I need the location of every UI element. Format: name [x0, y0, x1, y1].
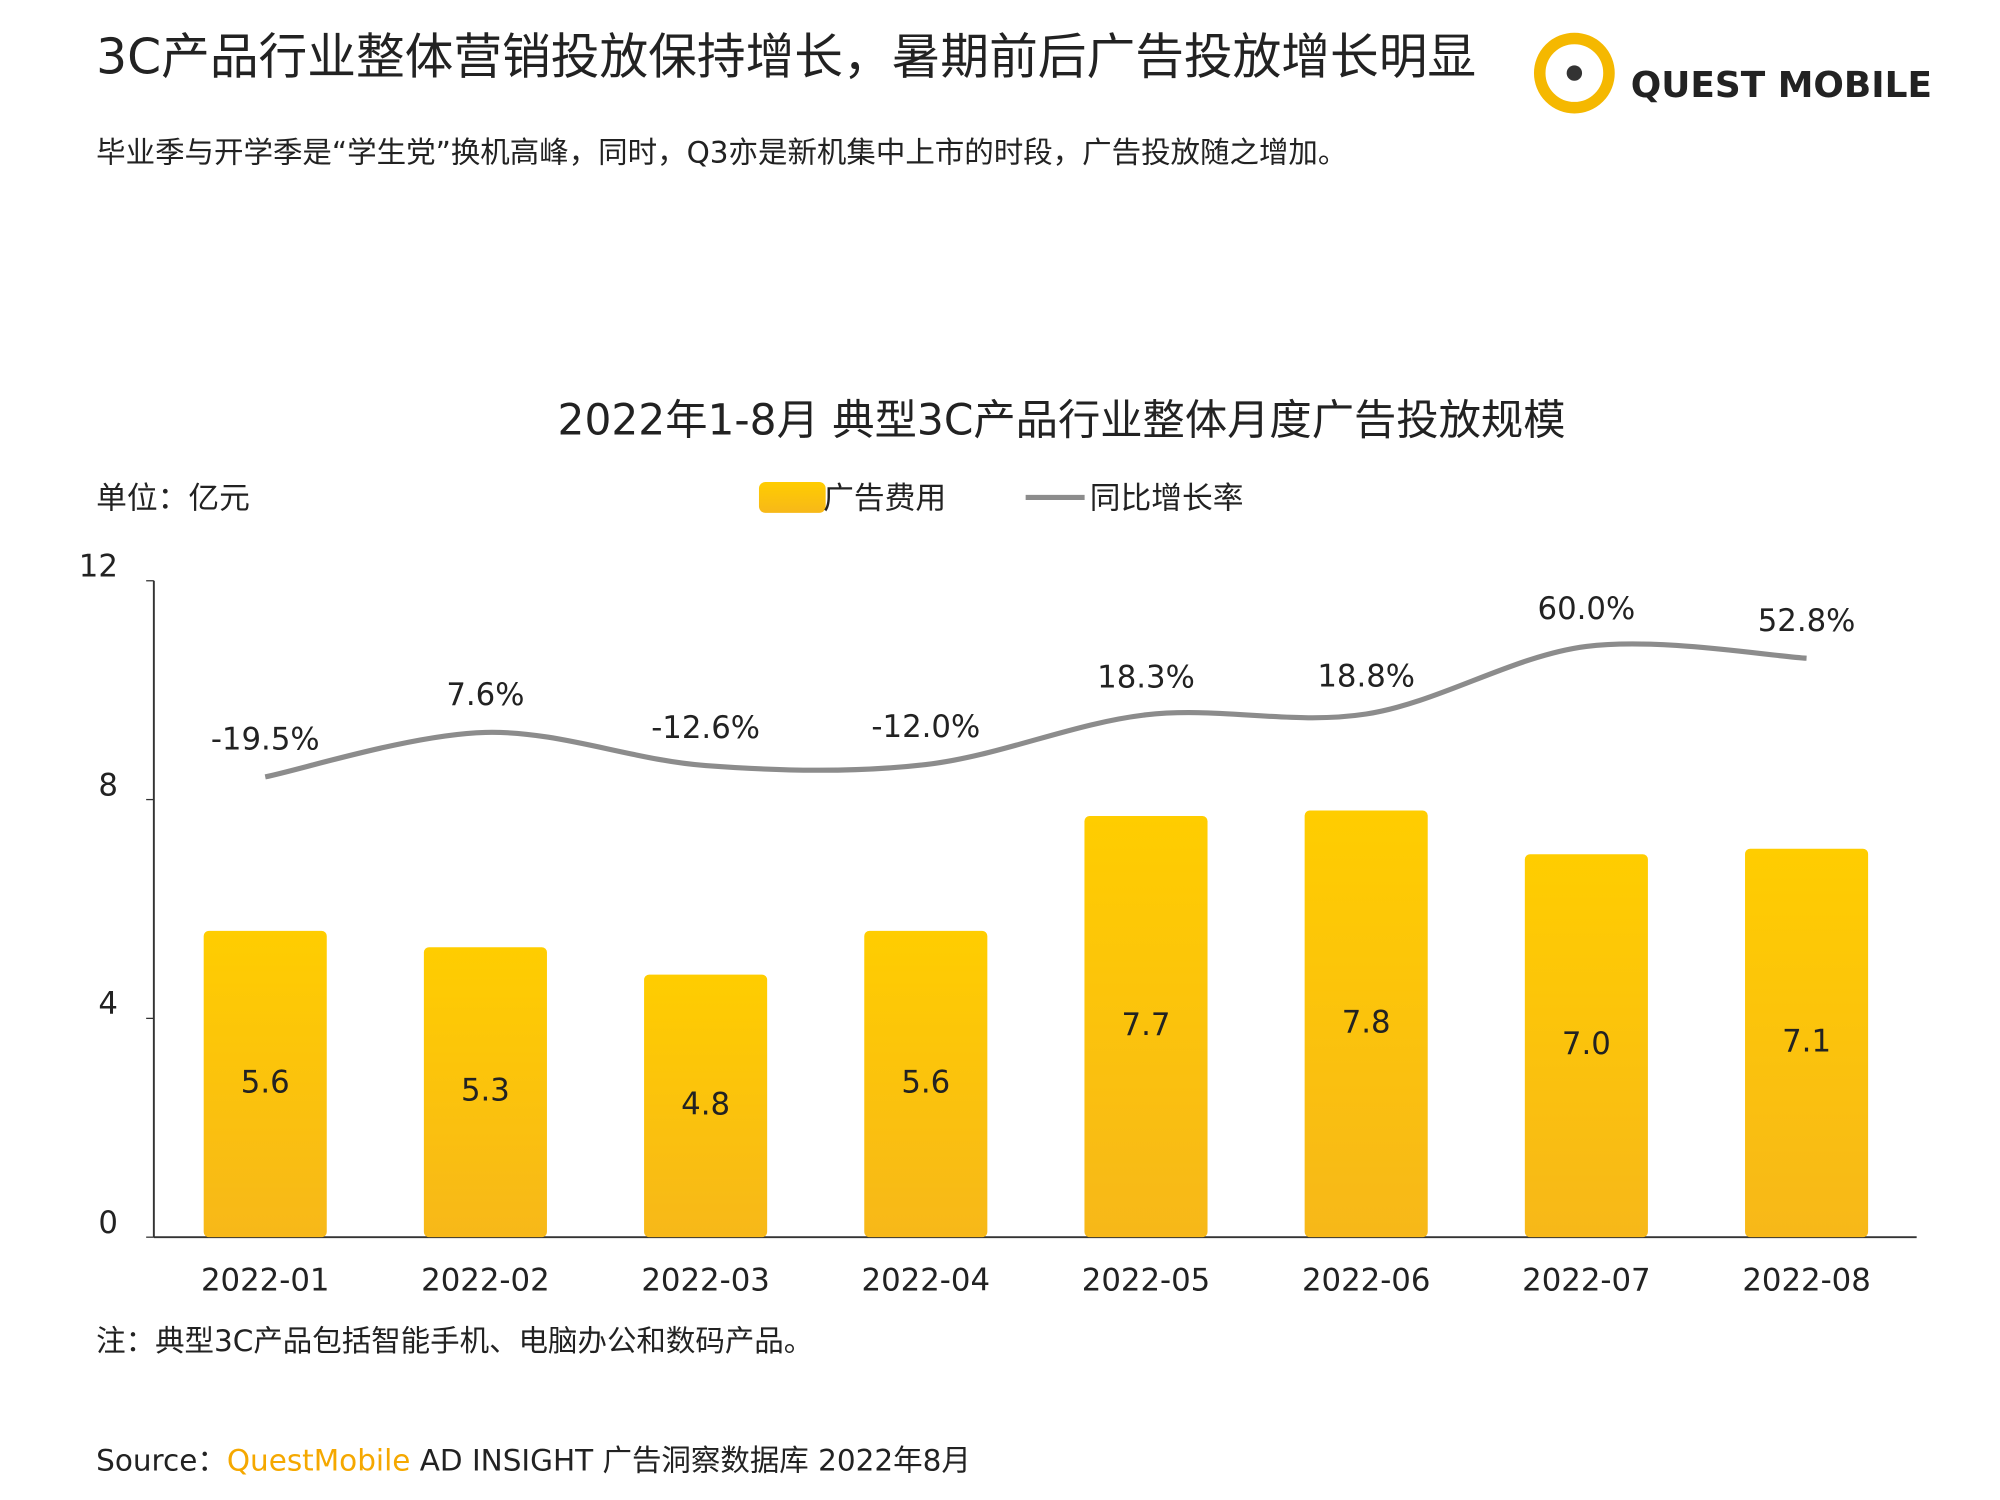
x-tick-label: 2022-01: [201, 1263, 329, 1299]
bar-value-label: 5.6: [241, 1065, 290, 1101]
chart-title: 2022年1-8月 典型3C产品行业整体月度广告投放规模: [558, 396, 1566, 445]
source-rest: AD INSIGHT 广告洞察数据库 2022年8月: [410, 1443, 970, 1477]
legend-label: 广告费用: [823, 481, 946, 517]
page-subtitle: 毕业季与开学季是“学生党”换机高峰，同时，Q3亦是新机集中上市的时段，广告投放随…: [96, 135, 1347, 169]
y-tick-label: 8: [98, 767, 118, 803]
line-value-label: 52.8%: [1758, 603, 1856, 639]
bar: [203, 930, 327, 1238]
line-value-label: 7.6%: [446, 677, 524, 713]
bar-value-label: 5.6: [901, 1065, 950, 1101]
x-tick-label: 2022-07: [1522, 1263, 1650, 1299]
y-tick-label: 0: [98, 1205, 118, 1241]
x-tick-label: 2022-02: [421, 1263, 549, 1299]
bar: [1084, 815, 1208, 1238]
bar-value-label: 7.7: [1122, 1007, 1171, 1043]
line-value-label: -12.6%: [651, 710, 760, 746]
x-tick-label: 2022-06: [1302, 1263, 1430, 1299]
page-title: 3C产品行业整体营销投放保持增长，暑期前后广告投放增长明显: [96, 29, 1476, 85]
y-tick-label: 12: [79, 548, 118, 584]
logo-icon: [1533, 32, 1615, 114]
line-value-label: -12.0%: [871, 709, 980, 745]
bar: [1304, 810, 1428, 1238]
x-tick-label: 2022-04: [862, 1263, 990, 1299]
legend-swatch: [758, 482, 826, 513]
bar-value-label: 7.1: [1782, 1023, 1831, 1059]
line-value-label: 18.8%: [1317, 659, 1415, 695]
line-value-label: -19.5%: [211, 721, 320, 757]
bar: [1524, 854, 1648, 1238]
bar-value-label: 5.3: [461, 1073, 510, 1109]
y-axis-label: 单位：亿元: [96, 481, 250, 517]
footnote: 注：典型3C产品包括智能手机、电脑办公和数码产品。: [96, 1324, 813, 1358]
x-tick-label: 2022-03: [641, 1263, 769, 1299]
legend-label: 同比增长率: [1090, 481, 1244, 517]
x-tick-label: 2022-05: [1082, 1263, 1210, 1299]
x-tick-label: 2022-08: [1742, 1263, 1870, 1299]
y-tick-label: 4: [98, 986, 118, 1022]
logo-dot: [1566, 65, 1583, 81]
bar: [1745, 848, 1869, 1238]
source-label: Source：: [96, 1443, 227, 1477]
bar: [864, 930, 988, 1238]
bar-value-label: 4.8: [681, 1086, 730, 1122]
bar-value-label: 7.0: [1562, 1026, 1611, 1062]
bar: [644, 974, 768, 1238]
source: Source：QuestMobile AD INSIGHT 广告洞察数据库 20…: [96, 1443, 971, 1477]
line-value-label: 18.3%: [1097, 659, 1195, 695]
logo: QUEST MOBILE: [1533, 32, 1932, 114]
bar-value-label: 7.8: [1342, 1004, 1391, 1040]
logo-text: QUEST MOBILE: [1631, 65, 1932, 106]
line-value-label: 60.0%: [1538, 591, 1636, 627]
bar: [423, 947, 547, 1238]
source-brand: QuestMobile: [227, 1443, 411, 1477]
line: [264, 641, 1807, 780]
